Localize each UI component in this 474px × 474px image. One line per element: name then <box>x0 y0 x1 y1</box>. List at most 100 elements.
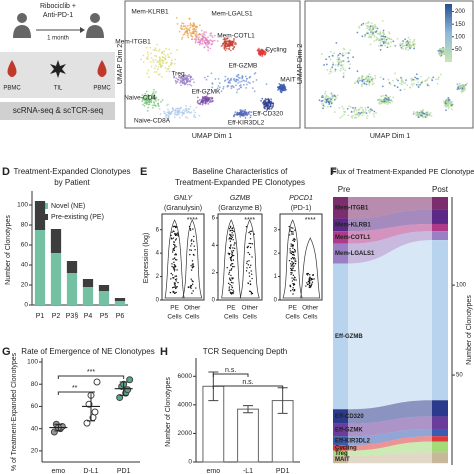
umap-dot <box>227 84 230 87</box>
cell-dot <box>293 248 296 251</box>
cell-dot <box>173 263 176 266</box>
umap-dot <box>412 82 415 85</box>
umap-dot <box>341 59 344 62</box>
cell-dot <box>174 278 177 281</box>
umap-dot <box>337 63 340 66</box>
x-tick-label: P3§ <box>66 313 79 320</box>
umap-dot <box>358 113 361 116</box>
umap-dot <box>357 81 360 84</box>
umap-dot <box>370 36 373 39</box>
umap-dot <box>184 25 187 27</box>
cell-dot <box>229 277 231 279</box>
umap-dot <box>171 107 174 110</box>
umap-dot <box>230 41 233 44</box>
cell-dot <box>228 289 230 292</box>
umap-dot <box>161 59 163 62</box>
umap-dot <box>375 112 377 114</box>
cell-dot <box>289 250 291 252</box>
cell-dot <box>177 233 179 235</box>
umap-dot <box>164 67 167 69</box>
umap-dot <box>228 44 231 47</box>
umap-dot <box>253 90 256 93</box>
umap-dot <box>174 109 177 111</box>
cell-dot <box>250 270 252 272</box>
cell-dot <box>229 269 231 272</box>
cell-dot <box>170 278 172 280</box>
umap-dot <box>156 60 159 63</box>
cell-dot <box>289 252 291 254</box>
y-tick-label: 100 <box>456 283 467 289</box>
umap-dot <box>371 80 374 83</box>
umap-dot <box>211 82 214 85</box>
umap-dot <box>240 86 242 89</box>
umap-dot <box>337 54 340 57</box>
umap-dot <box>419 112 422 114</box>
cell-dot <box>172 277 175 279</box>
umap-dot <box>463 87 466 90</box>
umap-dot <box>199 42 202 44</box>
umap-dot <box>404 81 407 84</box>
cell-dot <box>228 286 231 288</box>
cell-dot <box>230 268 233 270</box>
cell-dot <box>191 260 194 262</box>
umap-dot <box>374 31 377 34</box>
umap-dot <box>234 111 237 114</box>
umap-dot <box>413 79 416 81</box>
arrow-head <box>80 27 85 33</box>
umap-dot <box>145 90 148 93</box>
x-tick-label: PE <box>170 305 179 312</box>
umap-dot <box>399 89 402 91</box>
umap-dot <box>229 49 232 52</box>
umap-dot <box>365 80 368 83</box>
umap-dot <box>265 48 267 51</box>
umap-dot <box>388 82 391 84</box>
cell-dot <box>305 285 307 287</box>
umap-dot <box>375 36 378 39</box>
cell-dot <box>231 285 233 287</box>
umap-dot <box>392 40 395 43</box>
umap-dot <box>233 37 235 40</box>
umap-dot <box>164 58 167 61</box>
cell-dot <box>292 266 294 268</box>
umap-dot <box>198 43 201 46</box>
cell-dot <box>230 274 232 277</box>
cell-dot <box>229 226 232 228</box>
cell-dot <box>176 285 178 288</box>
cell-dot <box>290 243 292 245</box>
cell-dot <box>175 275 178 277</box>
umap-dot <box>412 78 415 81</box>
umap-dot <box>168 70 171 73</box>
cell-dot <box>290 252 293 255</box>
umap-dot <box>166 111 169 114</box>
cluster-label: Eff-GZMK <box>335 428 363 434</box>
umap-dot <box>218 86 221 89</box>
umap-dot <box>348 67 351 70</box>
umap-dot <box>176 81 179 83</box>
chart-title: Rate of Emergence of NE Clonotypes <box>21 347 154 356</box>
y-tick-label: 40 <box>31 425 39 432</box>
y-axis-label: Expression (log) <box>143 233 150 284</box>
umap-dot <box>384 44 387 47</box>
umap-dot <box>429 111 432 114</box>
umap-dot <box>148 95 151 97</box>
umap-dot <box>362 109 365 112</box>
umap-dot <box>344 69 347 72</box>
umap-dot <box>437 78 440 81</box>
cell-dot <box>174 254 176 256</box>
cell-dot <box>289 248 291 250</box>
cell-dot <box>177 281 179 284</box>
umap-dot <box>443 48 446 51</box>
umap-dot <box>181 36 184 39</box>
umap-dot <box>362 78 365 81</box>
umap-dot <box>176 49 178 51</box>
umap-dot <box>323 101 326 103</box>
umap-dot <box>370 30 373 33</box>
cluster-label: Eff-KIR3DL2 <box>228 120 265 127</box>
cluster-label: Treg <box>335 451 348 457</box>
umap-dot <box>186 111 189 114</box>
umap-dot <box>394 72 396 75</box>
cluster-label: Eff-GZMB <box>229 63 258 70</box>
umap-dot <box>165 116 168 119</box>
umap-dot <box>323 64 325 66</box>
umap-dot <box>170 111 173 114</box>
